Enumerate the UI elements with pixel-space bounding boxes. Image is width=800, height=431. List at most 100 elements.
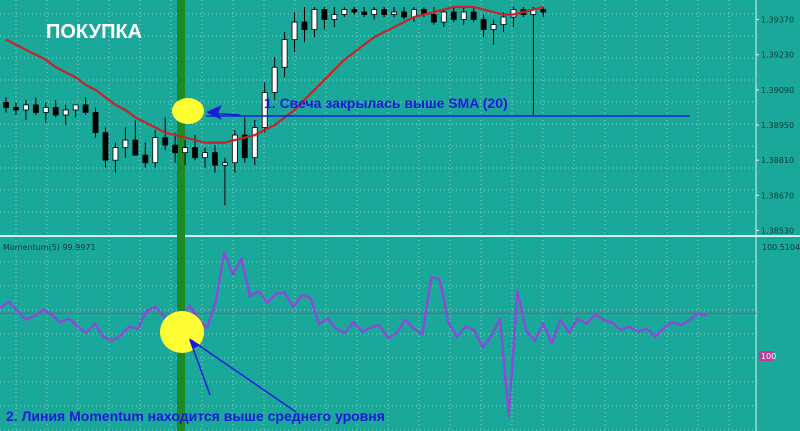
candle-body [311, 9, 318, 30]
candle [132, 120, 139, 156]
candle [391, 7, 397, 18]
candle [202, 147, 208, 168]
candle [490, 19, 497, 45]
candle-body [301, 21, 308, 30]
candle [450, 7, 457, 23]
candle [142, 142, 149, 168]
momentum-line [0, 251, 708, 418]
annotation-2-text: 2. Линия Momentum находится выше среднег… [6, 408, 385, 424]
candle-body [102, 132, 109, 161]
momentum-indicator-label: Momentum(5) 99.9971 [3, 243, 96, 252]
candle-body [381, 9, 388, 15]
candle [172, 132, 179, 163]
candle-body [212, 152, 218, 166]
candle [3, 97, 9, 113]
candle [231, 130, 238, 173]
candle-body [430, 14, 437, 23]
entry-signal-bar [177, 0, 185, 431]
candle-body [281, 39, 288, 68]
candle-body [112, 147, 119, 161]
candle-body [391, 11, 397, 15]
candle-body [540, 9, 547, 13]
candle-body [480, 19, 487, 30]
candle-body [3, 102, 9, 108]
candle [341, 7, 348, 18]
candle [102, 127, 109, 168]
candle [271, 57, 278, 100]
y-tick-label: 1.39370 [761, 16, 794, 25]
candle-body [152, 137, 159, 164]
candle [92, 107, 99, 138]
chart-title: ПОКУПКА [46, 21, 142, 43]
candle [381, 7, 388, 18]
candle-body [132, 139, 139, 156]
candle [62, 104, 69, 126]
candle [401, 7, 407, 20]
candles-layer [3, 7, 547, 206]
candle-body [13, 107, 19, 111]
candle-body [341, 9, 348, 15]
candle [440, 9, 447, 28]
candle [251, 120, 258, 166]
candle-body [32, 104, 39, 113]
candle [321, 7, 328, 30]
level-value-box [759, 351, 774, 361]
candle-body [440, 11, 447, 23]
annotation-1-arrowhead [206, 105, 222, 120]
candle-body [92, 112, 99, 133]
candle-body [500, 16, 507, 25]
candle-body [470, 11, 477, 20]
y-tick-label: 1.39230 [761, 51, 794, 60]
labels-layer: Momentum(5) 99.9971 100.5104 100 [3, 243, 800, 361]
candle [212, 145, 218, 173]
candle-body [82, 104, 89, 113]
candle [540, 7, 547, 18]
candle [351, 7, 358, 15]
candle-body [361, 11, 368, 15]
candle-body [182, 147, 189, 154]
candle-body [52, 107, 59, 116]
candle [42, 102, 49, 123]
candle-body [62, 109, 69, 116]
y-tick-label: 1.38810 [761, 156, 794, 165]
candle-body [122, 139, 129, 149]
candle-body [72, 104, 79, 111]
candle [122, 127, 129, 158]
candle-body [192, 147, 198, 159]
candle-body [271, 66, 278, 93]
candle-body [172, 144, 179, 154]
candle [261, 82, 268, 133]
candle [281, 32, 288, 78]
momentum-top-value: 100.5104 [762, 243, 800, 252]
candle [32, 97, 39, 115]
candle-body [231, 134, 238, 164]
candle-body [261, 91, 268, 128]
annotation-2-arrow-2 [190, 339, 297, 413]
candle-body [371, 9, 378, 15]
candle [470, 7, 477, 23]
candle [221, 157, 228, 206]
candle-body [401, 11, 407, 18]
sma-layer [5, 5, 544, 144]
candle [162, 117, 169, 151]
candle-body [162, 137, 169, 146]
candle [480, 14, 487, 38]
candle-body [202, 152, 208, 159]
y-tick-label: 1.38530 [761, 226, 794, 235]
candle-body [321, 9, 328, 20]
candle-body [42, 107, 49, 113]
annotations-layer: ПОКУПКА 1. Свеча закрылась выше SMA (20)… [6, 21, 690, 424]
candle-body [450, 11, 457, 20]
candle [13, 102, 19, 115]
candle [112, 142, 119, 173]
candle [241, 117, 248, 163]
candle [301, 7, 308, 43]
momentum-layer [0, 251, 756, 418]
y-tick-label: 1.38670 [761, 191, 794, 200]
candle [331, 7, 338, 28]
candle [291, 12, 298, 53]
candle [72, 104, 79, 118]
candle [152, 130, 159, 168]
